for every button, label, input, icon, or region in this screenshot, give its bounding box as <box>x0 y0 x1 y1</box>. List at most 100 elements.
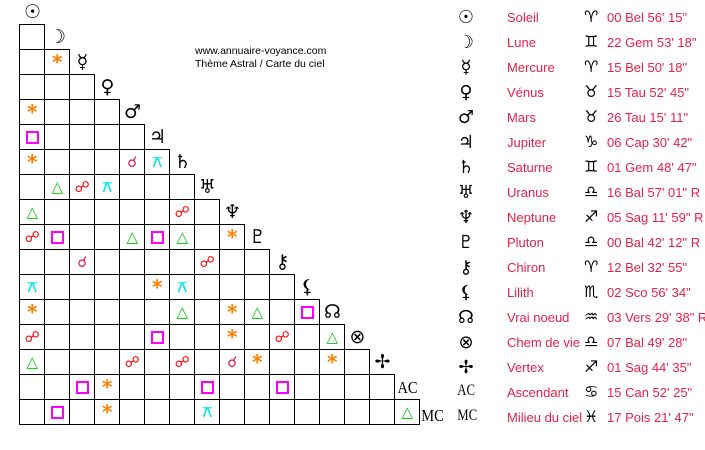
libra-icon: ♎ <box>584 332 599 351</box>
grid-cell <box>19 374 46 401</box>
grid-cell <box>144 199 171 226</box>
grid-cell <box>244 274 271 301</box>
grid-cell: * <box>19 149 46 176</box>
opposition-icon: ☍ <box>199 252 215 271</box>
quincunx-icon: ⚻ <box>102 177 113 196</box>
trine-icon: △ <box>401 402 414 421</box>
opposition-icon: ☍ <box>24 327 40 346</box>
planet-name: Pluton <box>507 235 544 250</box>
square-icon <box>200 380 214 394</box>
grid-cell <box>119 374 146 401</box>
grid-cell <box>94 349 121 376</box>
grid-cell <box>294 324 321 351</box>
grid-cell <box>294 399 321 426</box>
opposition-icon: ☍ <box>174 352 190 371</box>
planet-name: Lilith <box>507 285 534 300</box>
grid-cell <box>119 199 146 226</box>
legend-row: ♃ Jupiter ♑ 06 Cap 30' 42" <box>455 130 705 155</box>
grid-cell: ⚻ <box>94 174 121 201</box>
grid-cell: △ <box>19 349 46 376</box>
lilith-icon: ⚸ <box>459 282 473 303</box>
planet-position: 00 Bel 56' 15" <box>607 10 688 25</box>
grid-cell <box>144 174 171 201</box>
quincunx-icon: ⚻ <box>202 402 213 421</box>
grid-cell <box>44 149 71 176</box>
grid-cell <box>344 374 371 401</box>
scorpio-icon: ♏ <box>584 282 599 301</box>
grid-cell: * <box>94 399 121 426</box>
legend-row: ☊ Vrai noeud ♒ 03 Vers 29' 38" R <box>455 305 705 330</box>
grid-cell <box>194 324 221 351</box>
sextile-icon: * <box>327 350 338 375</box>
grid-cell <box>319 374 346 401</box>
grid-cell <box>44 299 71 326</box>
lilith-icon: ⚸ <box>300 276 315 298</box>
planet-position: 07 Bal 49' 28" <box>607 335 688 350</box>
grid-cell <box>269 374 296 401</box>
planet-name: Saturne <box>507 160 553 175</box>
grid-cell <box>144 224 171 251</box>
quincunx-icon: ⚻ <box>177 277 188 296</box>
planet-name: Chiron <box>507 260 546 275</box>
site-header: www.annuaire-voyance.com Thème Astral / … <box>195 45 326 71</box>
grid-cell <box>244 249 271 276</box>
taurus-icon: ♉ <box>584 107 599 126</box>
grid-cell: ☍ <box>19 324 46 351</box>
opposition-icon: ☍ <box>124 352 140 371</box>
trine-icon: △ <box>326 327 339 346</box>
grid-cell: △ <box>169 224 196 251</box>
grid-cell <box>19 249 46 276</box>
planet-name: Vénus <box>507 85 544 100</box>
legend-row: ☽ Lune ♊ 22 Gem 53' 18" <box>455 30 705 55</box>
trine-icon: △ <box>51 177 64 196</box>
conjunction-icon: ☌ <box>127 152 138 171</box>
grid-cell <box>44 349 71 376</box>
planet-position: 16 Bal 57' 01" R <box>607 185 701 200</box>
grid-cell <box>94 149 121 176</box>
grid-cell <box>44 249 71 276</box>
grid-cell <box>169 249 196 276</box>
grid-cell <box>119 124 146 151</box>
grid-cell <box>119 399 146 426</box>
grid-cell <box>369 399 396 426</box>
grid-cell <box>219 274 246 301</box>
grid-cell: △ <box>244 299 271 326</box>
planet-name: Uranus <box>507 185 549 200</box>
grid-cell <box>294 299 321 326</box>
grid-cell <box>194 224 221 251</box>
grid-cell <box>194 374 221 401</box>
north-node-icon: ☊ <box>458 307 474 328</box>
quincunx-icon: ⚻ <box>27 277 38 296</box>
chiron-icon: ⚷ <box>459 257 473 278</box>
grid-cell <box>19 174 46 201</box>
grid-cell: △ <box>319 324 346 351</box>
planet-position: 26 Tau 15' 11" <box>607 110 689 125</box>
grid-cell <box>244 374 271 401</box>
legend-row: ♇ Pluton ♎ 00 Bal 42' 12" R <box>455 230 705 255</box>
legend-row: ☉ Soleil ♈ 00 Bel 56' 15" <box>455 5 705 30</box>
grid-cell <box>344 349 371 376</box>
grid-cell: ☍ <box>169 199 196 226</box>
pisces-icon: ♓ <box>584 407 599 426</box>
grid-cell <box>19 399 46 426</box>
grid-cell <box>19 124 46 151</box>
opposition-icon: ☍ <box>24 227 40 246</box>
part-of-fortune-icon: ⊗ <box>349 326 366 348</box>
grid-cell <box>69 349 96 376</box>
grid-cell <box>69 99 96 126</box>
legend-row: ⊗ Chem de vie ♎ 07 Bal 49' 28" <box>455 330 705 355</box>
planet-position: 15 Tau 52' 45" <box>607 85 690 100</box>
uranus-icon: ♅ <box>457 182 475 203</box>
grid-cell <box>294 374 321 401</box>
planet-name: Lune <box>507 35 536 50</box>
grid-cell <box>169 399 196 426</box>
mars-icon: ♂ <box>123 101 142 123</box>
grid-cell: △ <box>169 299 196 326</box>
grid-cell <box>69 124 96 151</box>
grid-cell: * <box>219 224 246 251</box>
planet-name: Chem de vie <box>507 335 580 350</box>
sextile-icon: * <box>227 225 238 250</box>
grid-cell: ☍ <box>269 324 296 351</box>
mercury-icon: ☿ <box>76 51 89 73</box>
planet-position: 01 Sag 44' 35" <box>607 360 692 375</box>
